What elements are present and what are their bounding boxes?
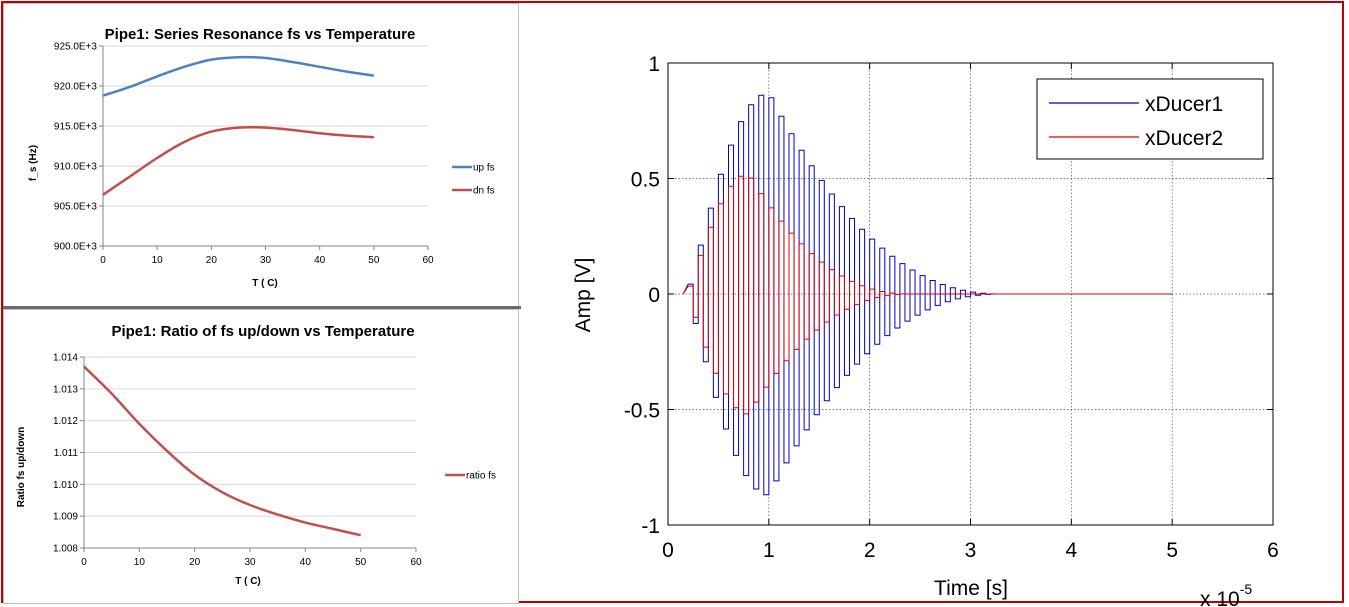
series-line-xDucer2 <box>682 175 1173 415</box>
chart-title: Pipe1: Ratio of fs up/down vs Temperatur… <box>111 323 414 340</box>
y-tick-label: 900.0E+3 <box>54 242 98 253</box>
y-tick-label: 925.0E+3 <box>54 42 98 53</box>
x-tick-label: 20 <box>206 255 218 266</box>
y-tick-label: 1.014 <box>53 353 78 364</box>
x-multiplier-base: x 10 <box>1200 588 1240 607</box>
x-tick-label: 1 <box>763 539 775 562</box>
y-tick-label: 1.009 <box>53 512 78 523</box>
legend-label: ratio fs <box>466 471 496 482</box>
series-line-up-fs <box>102 55 375 97</box>
panel-divider <box>3 306 521 309</box>
y-tick-label: 905.0E+3 <box>54 202 98 213</box>
x-tick-label: 10 <box>152 255 164 266</box>
series-line-xDucer1 <box>682 94 1173 496</box>
y-tick-label: 920.0E+3 <box>54 82 98 93</box>
x-tick-label: 30 <box>260 255 272 266</box>
y-tick-label: -0.5 <box>624 400 660 423</box>
x-tick-label: 60 <box>422 255 434 266</box>
y-axis-label: Amp [V] <box>572 258 595 333</box>
x-tick-label: 50 <box>355 557 367 568</box>
x-axis-multiplier: x 10-5 <box>1200 581 1252 607</box>
y-tick-label: 910.0E+3 <box>54 162 98 173</box>
y-tick-label: 1.010 <box>53 480 78 491</box>
x-tick-label: 4 <box>1065 539 1077 562</box>
legend-label: up fs <box>473 163 495 174</box>
x-tick-label: 40 <box>314 255 326 266</box>
legend-label: xDucer2 <box>1145 127 1223 150</box>
x-tick-label: 0 <box>100 255 106 266</box>
y-tick-label: 1.011 <box>54 448 79 459</box>
x-tick-label: 0 <box>662 539 674 562</box>
x-axis-label: T ( C) <box>235 576 261 587</box>
series-line-dn-fs <box>102 125 374 196</box>
chart-ratio-up-down: Pipe1: Ratio of fs up/down vs Temperatur… <box>16 323 496 587</box>
x-multiplier-exponent: -5 <box>1240 581 1253 597</box>
y-tick-label: -1 <box>641 515 660 538</box>
x-tick-label: 2 <box>864 539 876 562</box>
legend-box <box>1036 78 1264 160</box>
x-tick-label: 40 <box>300 557 312 568</box>
legend-label: xDucer1 <box>1145 93 1223 116</box>
y-axis-label: Ratio fs up/down <box>16 427 27 508</box>
x-tick-label: 50 <box>368 255 380 266</box>
x-tick-label: 6 <box>1267 539 1279 562</box>
x-tick-label: 3 <box>965 539 977 562</box>
chart-panel-ratio <box>3 309 519 604</box>
x-tick-label: 5 <box>1166 539 1178 562</box>
y-tick-label: 0.5 <box>631 169 660 192</box>
x-axis-label: Time [s] <box>934 577 1008 600</box>
y-tick-label: 0 <box>648 284 660 307</box>
y-tick-label: 1 <box>648 53 660 76</box>
series-line-ratio-fs <box>83 365 361 537</box>
x-axis-label: T ( C) <box>252 278 278 289</box>
chart-title: Pipe1: Series Resonance fs vs Temperatur… <box>105 26 416 43</box>
x-tick-label: 20 <box>189 557 201 568</box>
x-tick-label: 60 <box>410 557 422 568</box>
legend-label: dn fs <box>473 186 495 197</box>
y-axis-label: f_s (Hz) <box>28 145 39 181</box>
x-tick-label: 10 <box>134 557 146 568</box>
x-tick-label: 0 <box>81 557 87 568</box>
plot-frame <box>667 62 1274 526</box>
y-tick-label: 1.012 <box>53 416 78 427</box>
y-tick-label: 1.008 <box>53 544 78 555</box>
y-tick-label: 915.0E+3 <box>54 122 98 133</box>
chart-series-resonance: Pipe1: Series Resonance fs vs Temperatur… <box>28 26 495 289</box>
y-tick-label: 1.013 <box>53 384 78 395</box>
x-tick-label: 30 <box>244 557 256 568</box>
